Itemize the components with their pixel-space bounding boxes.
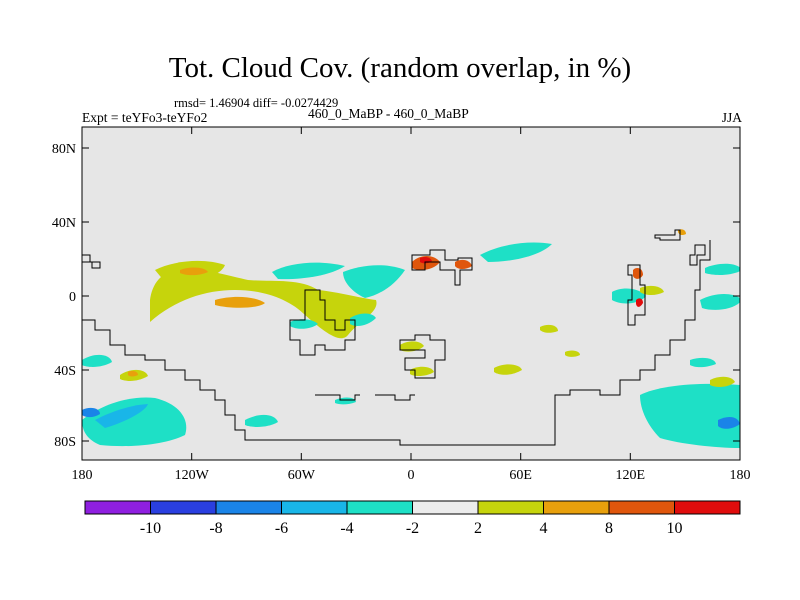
- coastline-outline: [82, 240, 711, 446]
- colorbar-level-label: -4: [340, 520, 353, 537]
- positive-anomaly-region: [565, 350, 580, 357]
- positive-anomaly-region: [640, 285, 664, 295]
- x-tick-label: 120E: [616, 468, 646, 483]
- x-tick-label: 180: [730, 468, 751, 483]
- positive-anomaly-region: [150, 268, 377, 339]
- season-label: JJA: [721, 110, 742, 125]
- coastline-outline: [627, 264, 646, 326]
- run-label: 460_0_MaBP - 460_0_MaBP: [308, 106, 469, 121]
- negative-anomaly-region: [480, 242, 552, 262]
- positive-anomaly-core: [180, 267, 208, 276]
- colorbar-level-label: 8: [605, 520, 613, 537]
- coastline-outline: [315, 394, 360, 401]
- positive-anomaly-core: [455, 259, 472, 269]
- x-tick-labels: 180 120W 60W 0 60E 120E 180: [72, 468, 751, 483]
- axis-ticks: [81, 127, 741, 460]
- x-tick-label: 120W: [175, 468, 210, 483]
- map-title: Tot. Cloud Cov. (random overlap, in %): [168, 52, 632, 84]
- coastline-outline: [654, 229, 681, 241]
- y-tick-label: 80N: [52, 142, 76, 157]
- negative-anomaly-region: [350, 313, 376, 326]
- negative-anomaly-region: [700, 294, 740, 310]
- coastline-outline: [289, 289, 356, 356]
- positive-anomaly-core: [128, 371, 138, 377]
- coastlines: [82, 229, 711, 446]
- y-tick-label: 40N: [52, 216, 76, 231]
- colorbar-level-label: 10: [667, 520, 683, 537]
- colorbar-swatch: [608, 500, 675, 515]
- coastline-outline: [411, 249, 473, 286]
- colorbar-swatch: [215, 500, 282, 515]
- y-tick-label: 0: [69, 290, 76, 305]
- colorbar-level-label: -6: [275, 520, 288, 537]
- colorbar-swatch: [281, 500, 348, 515]
- colorbar-swatch: [150, 500, 217, 515]
- negative-anomaly-region: [272, 262, 345, 280]
- positive-anomaly-region: [494, 364, 522, 375]
- x-tick-label: 60E: [509, 468, 532, 483]
- stats-text: rmsd= 1.46904 diff= -0.0274429: [174, 96, 339, 110]
- negative-anomaly-region: [82, 354, 112, 367]
- x-tick-label: 0: [408, 468, 415, 483]
- negative-anomaly-region: [82, 397, 187, 447]
- positive-anomaly-region: [540, 324, 558, 333]
- contour-fields: [82, 229, 740, 448]
- colorbar-swatch: [674, 500, 741, 515]
- negative-anomaly-region: [245, 414, 278, 427]
- colorbar-swatch: [346, 500, 413, 515]
- negative-anomaly-region: [343, 265, 405, 298]
- colorbar-level-label: -8: [209, 520, 222, 537]
- colorbar: -10 -8 -6 -4 -2 2 4 8 10: [84, 500, 741, 537]
- positive-anomaly-region: [410, 366, 434, 377]
- negative-anomaly-region: [690, 357, 716, 368]
- coastline-outline: [82, 254, 101, 269]
- strong-negative-anomaly: [82, 407, 100, 418]
- colorbar-level-label: 2: [474, 520, 482, 537]
- coastline-outline: [689, 244, 706, 266]
- negative-anomaly-region: [290, 319, 318, 329]
- colorbar-level-label: 4: [540, 520, 548, 537]
- strong-negative-anomaly: [718, 416, 740, 429]
- negative-anomaly-region: [705, 263, 740, 275]
- y-tick-label: 40S: [54, 364, 76, 379]
- positive-anomaly-region: [400, 341, 424, 352]
- x-tick-label: 180: [72, 468, 93, 483]
- y-tick-label: 80S: [54, 435, 76, 450]
- max-anomaly-core: [636, 298, 643, 307]
- colorbar-swatch: [412, 500, 479, 515]
- colorbar-swatch: [543, 500, 610, 515]
- coastline-outline: [375, 394, 415, 401]
- negative-anomaly-region: [640, 383, 740, 448]
- colorbar-swatch: [477, 500, 544, 515]
- colorbar-swatch: [84, 500, 151, 515]
- colorbar-level-label: -10: [140, 520, 161, 537]
- colorbar-level-label: -2: [406, 520, 419, 537]
- experiment-label: Expt = teYFo3-teYFo2: [82, 110, 208, 125]
- negative-anomaly-core: [95, 404, 148, 428]
- x-tick-label: 60W: [288, 468, 316, 483]
- positive-anomaly-region: [710, 376, 735, 387]
- coastline-outline: [399, 334, 446, 379]
- positive-anomaly-core: [215, 296, 265, 308]
- y-tick-labels: 80N 40N 0 40S 80S: [52, 142, 76, 450]
